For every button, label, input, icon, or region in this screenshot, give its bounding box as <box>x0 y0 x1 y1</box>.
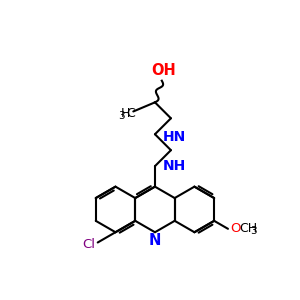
Text: H: H <box>121 107 130 120</box>
Text: 3: 3 <box>250 226 256 236</box>
Text: O: O <box>230 222 241 235</box>
Text: Cl: Cl <box>82 238 95 251</box>
Text: 3: 3 <box>118 111 124 122</box>
Text: NH: NH <box>163 159 186 173</box>
Text: HN: HN <box>163 130 186 144</box>
Text: OH: OH <box>152 63 176 78</box>
Text: N: N <box>149 233 161 248</box>
Text: C: C <box>127 107 135 120</box>
Text: CH: CH <box>239 222 257 235</box>
